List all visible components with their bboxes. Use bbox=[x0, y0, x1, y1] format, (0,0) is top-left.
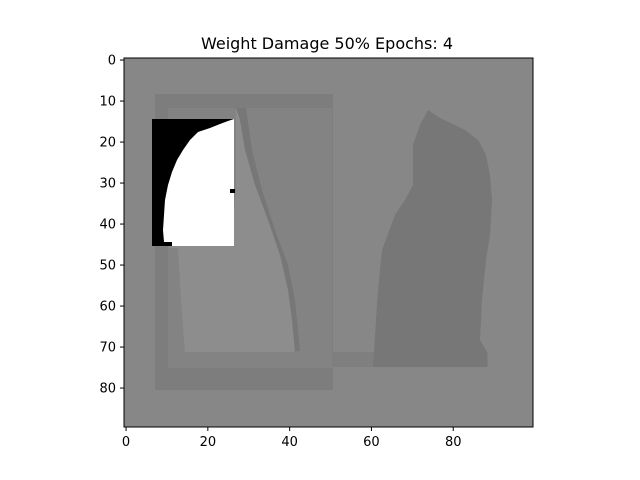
x-tick-label: 20 bbox=[200, 435, 217, 450]
y-tick-label: 50 bbox=[99, 259, 116, 274]
y-tick-label: 70 bbox=[99, 341, 116, 356]
black-speck bbox=[230, 189, 235, 193]
y-axis: 0 10 20 30 40 50 60 70 80 bbox=[99, 54, 124, 397]
y-tick-label: 80 bbox=[99, 382, 116, 397]
x-tick-label: 80 bbox=[445, 435, 462, 450]
x-tick-label: 40 bbox=[281, 435, 298, 450]
y-tick-label: 0 bbox=[108, 54, 116, 69]
x-tick-label: 0 bbox=[122, 435, 130, 450]
x-tick-label: 60 bbox=[363, 435, 380, 450]
y-tick-label: 30 bbox=[99, 177, 116, 192]
chart-title: Weight Damage 50% Epochs: 4 bbox=[201, 34, 453, 53]
left-cat-outline-shadow bbox=[236, 108, 300, 352]
y-tick-label: 40 bbox=[99, 218, 116, 233]
right-cat-shape bbox=[373, 110, 492, 367]
x-axis: 0 20 40 60 80 bbox=[122, 427, 462, 450]
black-patch bbox=[152, 119, 234, 246]
y-tick-label: 10 bbox=[99, 95, 116, 110]
image-area bbox=[124, 58, 533, 427]
axes-frame bbox=[123, 57, 534, 428]
y-tick-label: 20 bbox=[99, 136, 116, 151]
y-tick-label: 60 bbox=[99, 300, 116, 315]
